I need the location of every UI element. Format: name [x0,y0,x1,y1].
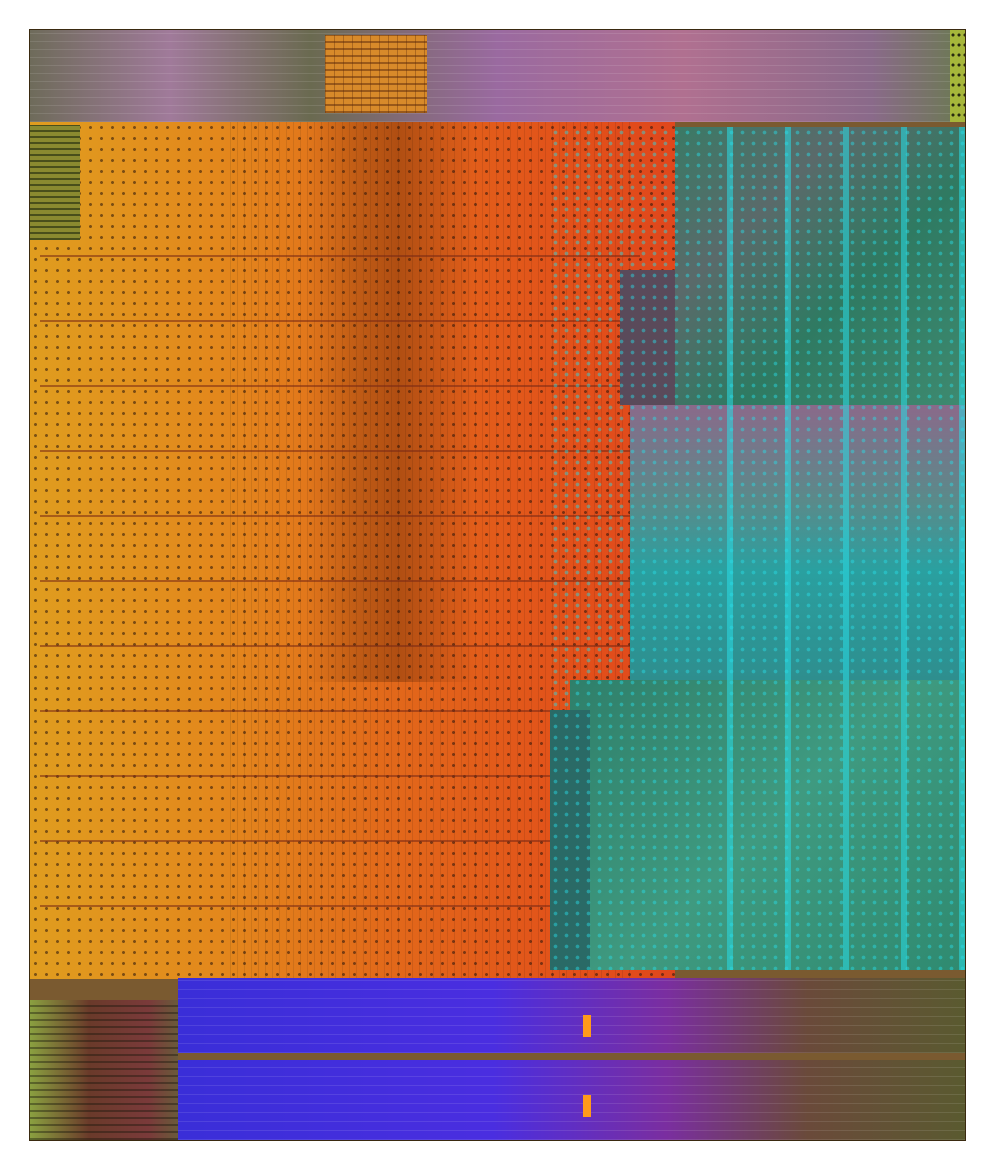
orange-core-horizontal-rails [40,250,640,970]
memory-row-2 [178,1060,965,1140]
left-green-block [30,125,80,240]
top-orange-block [325,35,427,113]
top-io-strip [30,30,965,122]
bottom-left-green-block [30,1000,178,1140]
memory-orange-marker-1 [583,1015,591,1037]
memory-orange-marker-2 [583,1095,591,1117]
teal-cyan-columns [675,127,965,970]
die-shot [30,30,965,1140]
memory-row-1 [178,978,965,1053]
teal-block-upper-left-ext [620,270,675,405]
top-right-pad-column [950,30,965,122]
teal-block-lower-ext [550,710,590,970]
